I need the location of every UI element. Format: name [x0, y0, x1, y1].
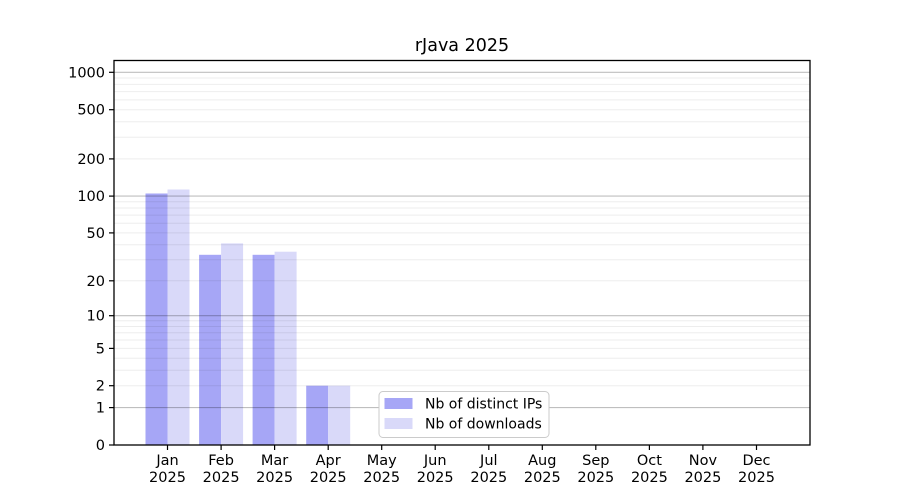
axes-layer: 01251020501002005001000Jan2025Feb2025Mar…	[68, 59, 811, 486]
x-tick-label-year-may: 2025	[363, 470, 400, 486]
y-tick-label-100: 100	[77, 189, 105, 205]
x-tick-label-month-dec: Dec	[742, 453, 770, 469]
plot-border	[113, 59, 811, 446]
x-tick-label-year-nov: 2025	[684, 470, 721, 486]
y-tick-label-2: 2	[96, 379, 105, 395]
legend-label-nb-of-distinct-ips: Nb of distinct IPs	[425, 397, 542, 413]
y-tick-label-1: 1	[96, 401, 105, 417]
x-tick-label-month-may: May	[367, 453, 397, 469]
bar-nb-of-downloads-jan	[167, 189, 190, 445]
y-tick-label-20: 20	[87, 274, 105, 290]
y-tick-label-1000: 1000	[68, 65, 105, 81]
y-tick-label-50: 50	[87, 226, 105, 242]
y-tick-label-200: 200	[77, 152, 105, 168]
bar-nb-of-distinct-ips-apr	[306, 385, 329, 445]
chart-title: rJava 2025	[415, 36, 509, 56]
y-tick-label-0: 0	[96, 438, 105, 454]
x-tick-label-month-mar: Mar	[261, 453, 288, 469]
x-tick-label-month-jun: Jun	[423, 453, 447, 469]
x-tick-label-month-sep: Sep	[582, 453, 609, 469]
x-tick-label-year-jun: 2025	[417, 470, 454, 486]
x-tick-label-month-feb: Feb	[208, 453, 234, 469]
x-tick-label-month-apr: Apr	[316, 453, 341, 469]
x-tick-label-year-oct: 2025	[631, 470, 668, 486]
x-tick-label-year-mar: 2025	[256, 470, 293, 486]
legend-box	[378, 391, 550, 438]
bar-nb-of-distinct-ips-feb	[199, 254, 222, 445]
bar-nb-of-distinct-ips-mar	[252, 254, 275, 445]
bar-nb-of-downloads-apr	[328, 385, 351, 445]
x-tick-label-year-sep: 2025	[577, 470, 614, 486]
legend: Nb of distinct IPs Nb of downloads	[378, 391, 550, 438]
y-tick-label-5: 5	[96, 341, 105, 357]
bars-layer	[145, 189, 351, 445]
x-tick-label-year-jan: 2025	[149, 470, 186, 486]
x-tick-label-year-jul: 2025	[470, 470, 507, 486]
grid-layer	[114, 71, 810, 409]
x-tick-label-month-jul: Jul	[479, 453, 498, 469]
x-tick-label-month-nov: Nov	[689, 453, 718, 469]
legend-label-nb-of-downloads: Nb of downloads	[425, 417, 542, 433]
legend-swatch-nb-of-downloads	[384, 418, 413, 429]
x-tick-label-year-apr: 2025	[310, 470, 347, 486]
x-tick-label-year-feb: 2025	[203, 470, 240, 486]
bar-nb-of-distinct-ips-jan	[145, 193, 168, 445]
bar-nb-of-downloads-feb	[221, 243, 244, 445]
x-tick-label-year-aug: 2025	[524, 470, 561, 486]
x-tick-label-month-jan: Jan	[155, 453, 178, 469]
x-tick-label-year-dec: 2025	[738, 470, 775, 486]
y-tick-label-500: 500	[77, 103, 105, 119]
legend-swatch-nb-of-distinct-ips	[384, 398, 413, 409]
x-tick-label-month-aug: Aug	[528, 453, 556, 469]
x-tick-label-month-oct: Oct	[637, 453, 662, 469]
y-tick-label-10: 10	[87, 309, 105, 325]
bar-nb-of-downloads-mar	[274, 251, 297, 445]
